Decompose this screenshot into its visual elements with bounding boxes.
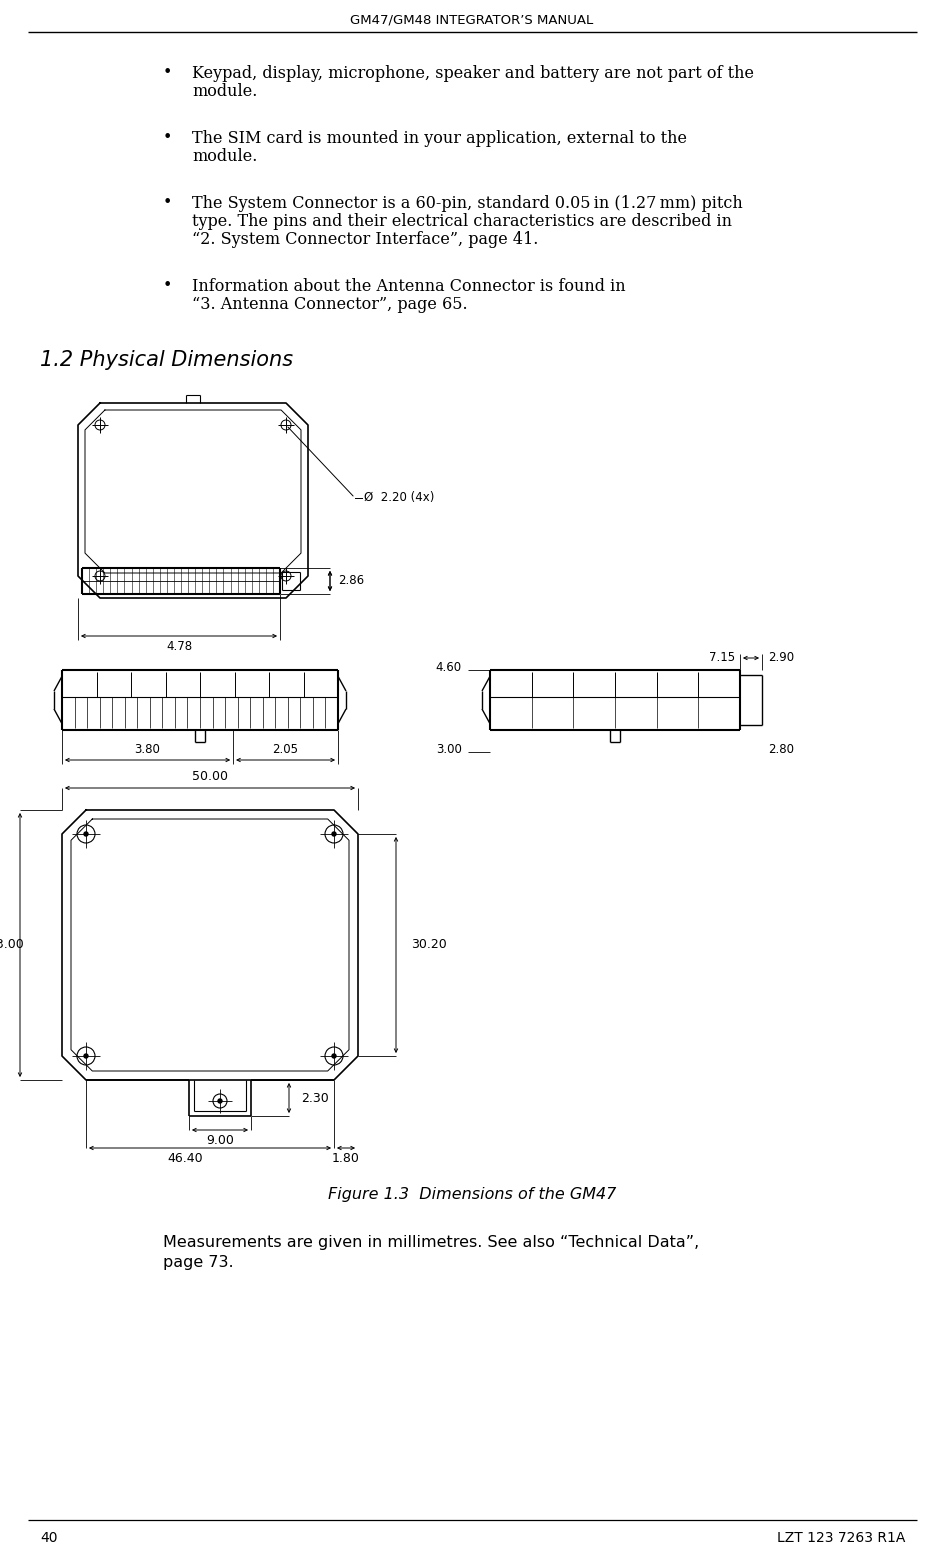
Text: 4.78: 4.78 [166,640,192,653]
Text: 2.80: 2.80 [767,744,793,756]
Text: •: • [162,195,172,209]
Text: LZT 123 7263 R1A: LZT 123 7263 R1A [776,1531,904,1545]
Circle shape [331,833,336,836]
Text: Information about the Antenna Connector is found in: Information about the Antenna Connector … [192,278,625,295]
Text: 2.90: 2.90 [767,651,793,664]
Text: Figure 1.3  Dimensions of the GM47: Figure 1.3 Dimensions of the GM47 [328,1187,615,1203]
Text: 50.00: 50.00 [192,770,228,784]
Text: 30.20: 30.20 [411,939,447,951]
Circle shape [84,1054,88,1057]
Text: GM47/GM48 INTEGRATOR’S MANUAL: GM47/GM48 INTEGRATOR’S MANUAL [350,14,593,27]
Text: The System Connector is a 60-pin, standard 0.05 in (1.27 mm) pitch: The System Connector is a 60-pin, standa… [192,195,742,212]
Text: 9.00: 9.00 [206,1134,234,1147]
Text: 1.2 Physical Dimensions: 1.2 Physical Dimensions [40,350,293,370]
Text: Ø  2.20 (4x): Ø 2.20 (4x) [363,492,434,505]
Text: The SIM card is mounted in your application, external to the: The SIM card is mounted in your applicat… [192,130,686,147]
Text: “3. Antenna Connector”, page 65.: “3. Antenna Connector”, page 65. [192,297,467,312]
Circle shape [218,1100,222,1103]
Text: 33.00: 33.00 [0,939,24,951]
Text: 1.80: 1.80 [331,1153,360,1165]
Text: •: • [162,278,172,294]
Text: 7.15: 7.15 [708,651,734,664]
Text: 40: 40 [40,1531,58,1545]
Text: •: • [162,66,172,80]
Text: 3.00: 3.00 [436,744,462,756]
Text: 2.86: 2.86 [338,575,363,587]
Text: page 73.: page 73. [162,1254,233,1270]
Text: 2.30: 2.30 [301,1092,329,1104]
Circle shape [84,833,88,836]
Text: 4.60: 4.60 [435,661,462,675]
Text: module.: module. [192,83,257,100]
Text: Measurements are given in millimetres. See also “Technical Data”,: Measurements are given in millimetres. S… [162,1236,699,1250]
Text: type. The pins and their electrical characteristics are described in: type. The pins and their electrical char… [192,212,732,230]
Text: 46.40: 46.40 [167,1153,203,1165]
Circle shape [331,1054,336,1057]
Text: 2.05: 2.05 [272,744,298,756]
Text: Keypad, display, microphone, speaker and battery are not part of the: Keypad, display, microphone, speaker and… [192,66,753,81]
Text: •: • [162,130,172,145]
Text: “2. System Connector Interface”, page 41.: “2. System Connector Interface”, page 41… [192,231,538,248]
Text: module.: module. [192,148,257,166]
Text: 3.80: 3.80 [134,744,160,756]
